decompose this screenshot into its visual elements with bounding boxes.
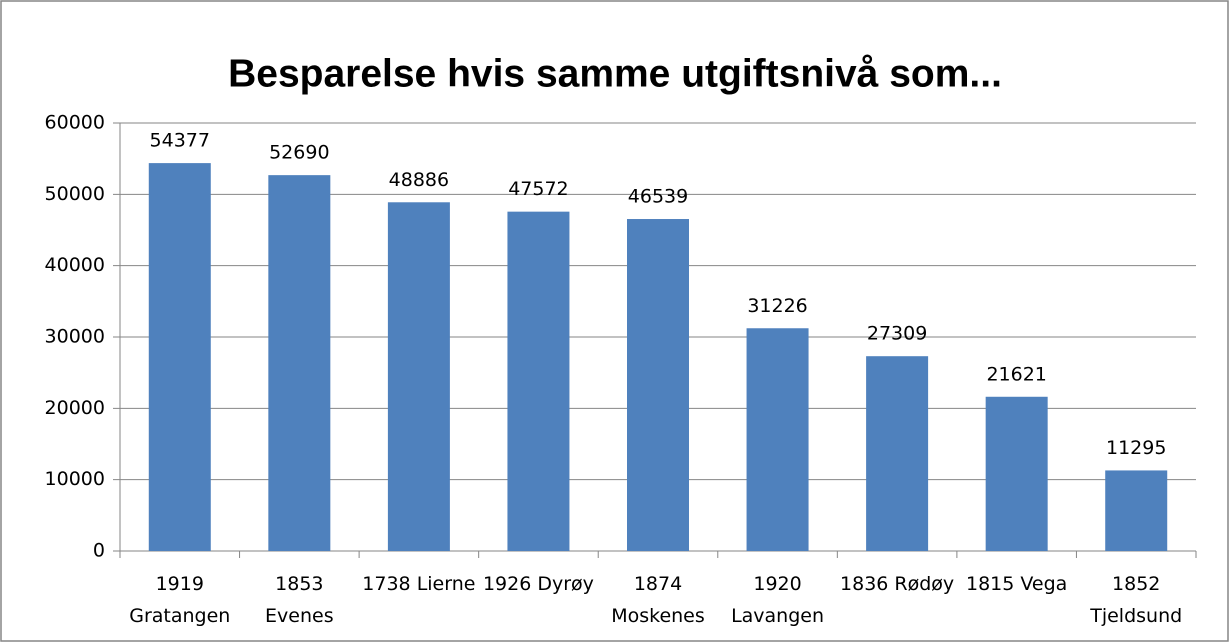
data-label: 11295: [1106, 437, 1166, 459]
chart-title: Besparelse hvis samme utgiftsnivå som...: [228, 52, 1002, 95]
bar: [1105, 470, 1168, 551]
data-label: 54377: [150, 130, 210, 152]
bar: [746, 328, 809, 551]
y-tick-label: 60000: [45, 112, 105, 134]
x-tick-label: 1920 Lavangen: [731, 573, 825, 627]
x-tick-label: 1836 Rødøy: [840, 573, 955, 595]
x-tick-label: 1852 Tjeldsund: [1090, 573, 1183, 627]
bar: [627, 219, 689, 552]
bar: [985, 396, 1048, 551]
data-label: 48886: [389, 169, 449, 191]
y-tick-label: 20000: [45, 397, 105, 419]
y-tick-label: 50000: [45, 183, 105, 205]
bar: [268, 175, 331, 552]
bar: [148, 163, 211, 552]
x-tick-label: 1874 Moskenes: [611, 573, 705, 627]
y-tick-label: 0: [93, 540, 105, 562]
data-label: 52690: [269, 142, 329, 164]
data-label: 46539: [628, 186, 688, 208]
x-tick-label: 1926 Dyrøy: [482, 573, 594, 595]
bar: [387, 202, 450, 552]
x-tick-label: 1853 Evenes: [265, 573, 334, 627]
y-tick-label: 40000: [45, 254, 105, 276]
bar: [507, 211, 570, 551]
y-tick-label: 10000: [45, 468, 105, 490]
bar: [866, 356, 929, 551]
data-label: 47572: [508, 178, 568, 200]
y-tick-label: 30000: [45, 326, 105, 348]
data-label: 21621: [986, 363, 1046, 385]
data-label: 31226: [747, 295, 807, 317]
x-tick-label: 1815 Vega: [965, 573, 1068, 595]
x-tick-label: 1919 Gratangen: [129, 573, 231, 627]
x-tick-label: 1738 Lierne: [362, 573, 476, 595]
data-label: 27309: [867, 323, 927, 345]
